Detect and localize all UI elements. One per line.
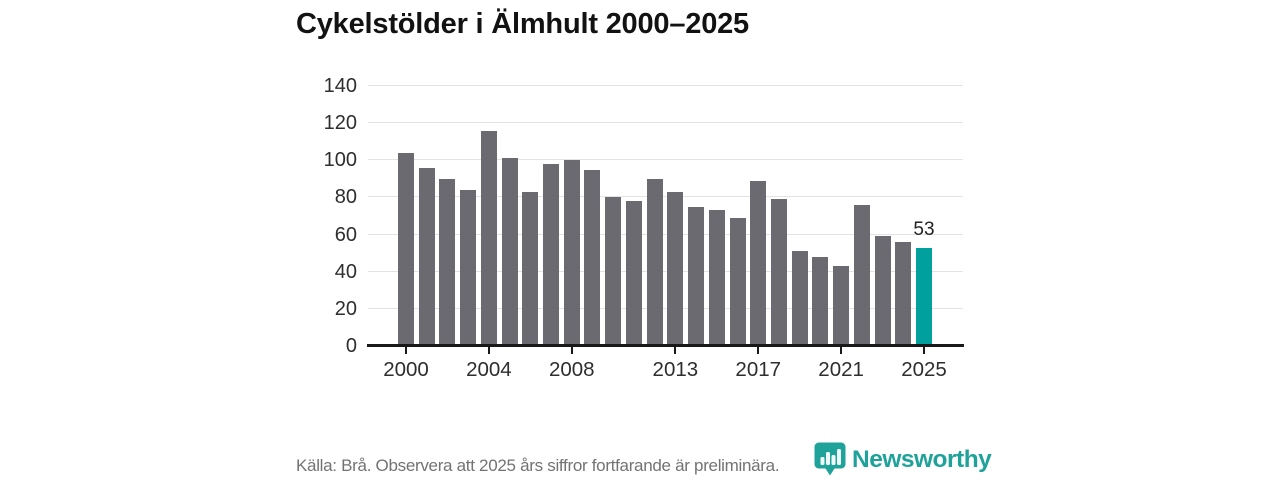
x-axis-tick bbox=[405, 347, 407, 354]
bar bbox=[584, 169, 601, 346]
bar bbox=[791, 251, 808, 346]
bar bbox=[646, 178, 663, 346]
bar bbox=[688, 206, 705, 346]
x-axis-tick bbox=[674, 347, 677, 354]
bar bbox=[853, 204, 870, 346]
y-axis-label: 20 bbox=[334, 297, 357, 320]
y-axis-label: 100 bbox=[323, 149, 357, 172]
x-axis-label: 2008 bbox=[548, 358, 595, 381]
logo-wordmark: Newsworthy bbox=[852, 446, 992, 473]
bar bbox=[522, 191, 539, 346]
gridline bbox=[368, 159, 963, 161]
y-axis-label: 60 bbox=[334, 223, 357, 246]
y-axis-label: 40 bbox=[334, 260, 357, 283]
y-axis-label: 120 bbox=[323, 112, 357, 135]
bar bbox=[480, 130, 497, 346]
x-axis-tick bbox=[570, 347, 573, 354]
bar bbox=[812, 256, 829, 346]
bar bbox=[729, 217, 746, 346]
x-axis-label: 2004 bbox=[466, 358, 512, 381]
gridline bbox=[368, 85, 963, 86]
bar bbox=[501, 158, 518, 346]
newsworthy-logo: Newsworthy bbox=[813, 441, 992, 478]
bar-chart-pin-icon bbox=[813, 441, 847, 478]
gridline bbox=[368, 307, 963, 309]
gridline bbox=[368, 270, 963, 272]
source-note: Källa: Brå. Observera att 2025 års siffr… bbox=[296, 456, 780, 475]
bar bbox=[708, 210, 725, 346]
gridline bbox=[368, 196, 963, 198]
x-axis-tick bbox=[923, 347, 925, 354]
x-axis-tick bbox=[840, 347, 843, 354]
bar bbox=[833, 266, 850, 346]
bar-value-label: 53 bbox=[913, 219, 935, 240]
highlight-bar bbox=[916, 247, 932, 346]
bar bbox=[874, 236, 891, 346]
x-axis-line bbox=[367, 344, 964, 347]
x-axis-label: 2013 bbox=[652, 358, 699, 381]
bar bbox=[439, 178, 456, 346]
x-axis-tick bbox=[487, 347, 490, 354]
y-axis-label: 140 bbox=[323, 75, 357, 97]
bar bbox=[418, 167, 435, 346]
bar bbox=[750, 180, 767, 346]
bar bbox=[460, 190, 477, 346]
bar bbox=[563, 160, 580, 346]
bar bbox=[667, 191, 684, 346]
bar bbox=[543, 164, 560, 346]
bar bbox=[605, 197, 622, 346]
x-axis-label: 2025 bbox=[901, 358, 947, 381]
gridline bbox=[368, 233, 963, 235]
plot-area bbox=[368, 85, 963, 346]
gridline bbox=[368, 122, 963, 124]
bar bbox=[895, 242, 912, 346]
x-axis-label: 2021 bbox=[818, 358, 864, 381]
bar bbox=[625, 201, 642, 346]
bar bbox=[770, 199, 787, 346]
bar bbox=[398, 152, 414, 346]
y-axis-label: 0 bbox=[345, 335, 357, 357]
page-title: Cykelstölder i Älmhult 2000–2025 bbox=[296, 8, 749, 40]
x-axis-label: 2000 bbox=[383, 358, 429, 381]
y-axis-label: 80 bbox=[334, 186, 357, 209]
x-axis-tick bbox=[757, 347, 760, 354]
x-axis-label: 2017 bbox=[735, 358, 782, 381]
